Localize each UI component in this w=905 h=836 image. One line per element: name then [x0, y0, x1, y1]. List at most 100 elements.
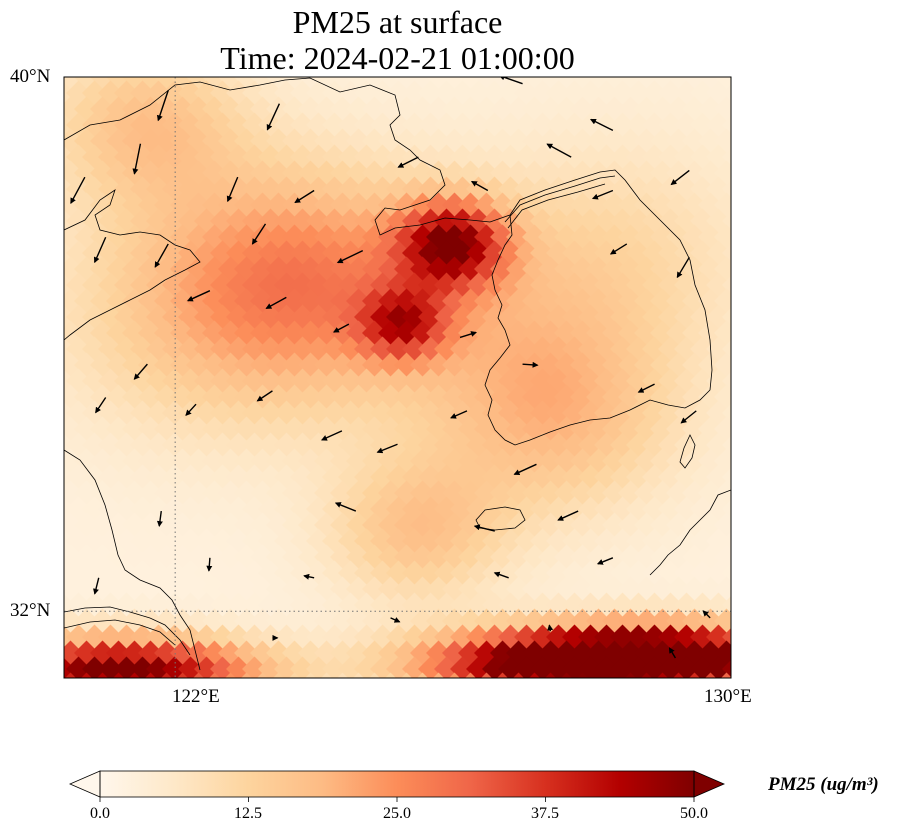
pm25-cell [714, 384, 731, 410]
pm25-cell [482, 49, 507, 74]
map-subtitle: Time: 2024-02-21 01:00:00 [220, 40, 575, 76]
pm25-cell [698, 77, 723, 90]
pm25-cell [706, 49, 731, 74]
pm25-cell [449, 672, 460, 678]
pm25-cell [82, 624, 107, 650]
pm25-cell [730, 556, 731, 558]
pm25-cell [354, 656, 379, 678]
pm25-cell [682, 96, 707, 122]
pm25-cell [642, 656, 667, 678]
tsushima-island [679, 434, 696, 469]
pm25-cell [98, 528, 123, 554]
pm25-cell [610, 240, 635, 266]
pm25-cell [714, 256, 731, 282]
pm25-cell [386, 49, 411, 74]
wind-arrow [376, 443, 398, 454]
pm25-cell [738, 273, 763, 298]
pm25-cell [610, 656, 635, 678]
pm25-cell [738, 337, 763, 362]
pm25-cell [250, 77, 275, 90]
pm25-cell [650, 77, 675, 90]
pm25-cell [210, 240, 235, 266]
map-title: PM25 at surface [292, 4, 503, 40]
pm25-cell [242, 240, 267, 266]
pm25-cell [714, 448, 731, 474]
pm25-cell [577, 672, 588, 678]
pm25-cell [546, 49, 571, 74]
pm25-cell [98, 560, 123, 586]
pm25-cell [722, 564, 731, 582]
colorbar-ticks [99, 797, 695, 802]
pm25-cell [498, 80, 523, 106]
pm25-cell [714, 320, 731, 346]
pm25-cell [546, 80, 571, 106]
pm25-cell [714, 608, 731, 634]
pm25-cell [64, 298, 67, 304]
wind-arrow [557, 510, 579, 521]
pm25-cell [738, 561, 763, 586]
pm25-cell [66, 656, 91, 678]
pm25-cell [538, 77, 563, 90]
pm25-cell [594, 656, 619, 678]
pm25-cell [530, 656, 555, 678]
pm25-cell [90, 96, 115, 122]
pm25-cell [578, 80, 603, 106]
pm25-cell [730, 172, 731, 174]
pm25-cell [650, 96, 675, 122]
pm25-cell [554, 96, 579, 122]
pm25-cell [64, 426, 67, 432]
pm25-cell [570, 96, 595, 122]
pm25-cell [226, 240, 251, 266]
pm25-cell [64, 96, 83, 122]
pm25-cell [194, 240, 219, 266]
pm25-cell [74, 96, 99, 122]
wind-arrow [470, 180, 489, 192]
pm25-cell [625, 672, 636, 678]
pm25-cell [186, 77, 211, 90]
pm25-cell [66, 592, 91, 618]
pm25-cell [722, 244, 731, 262]
pm25-cell [706, 240, 731, 266]
pm25-cell [690, 240, 715, 266]
wind-arrow [680, 410, 697, 424]
pm25-cell [64, 138, 67, 144]
pm25-cell [442, 77, 467, 90]
pm25-cell [514, 656, 539, 678]
pm25-cell [498, 49, 523, 74]
wind-arrow [294, 189, 315, 204]
wind-arrow [546, 143, 572, 158]
pm25-cell [722, 436, 731, 454]
pm25-cell [289, 672, 300, 678]
colorbar-tick-label: 37.5 [531, 805, 559, 822]
pm25-cell [674, 656, 699, 678]
wind-arrow [589, 118, 614, 132]
pm25-cell [714, 288, 731, 314]
pm25-cell [730, 620, 731, 622]
pm25-cell [586, 96, 611, 122]
pm25-cell [98, 80, 123, 106]
pm25-cell [578, 49, 603, 74]
pm25-cell [730, 652, 731, 654]
pm25-cell [306, 49, 331, 74]
pm25-cell [546, 656, 571, 678]
pm25-cell [562, 240, 587, 266]
pm25-cell [90, 544, 115, 570]
pm25-cell [64, 458, 67, 464]
pm25-cell [209, 672, 220, 678]
pm25-cell [66, 80, 91, 106]
pm25-cell [714, 128, 731, 154]
pm25-cell [657, 672, 668, 678]
pm25-cell [434, 49, 459, 74]
pm25-cell [194, 656, 219, 678]
pm25-cell [122, 77, 147, 90]
pm25-cell [370, 656, 395, 678]
pm25-cell [434, 656, 459, 678]
pm25-cell [602, 96, 627, 122]
wind-arrow [156, 510, 163, 528]
pm25-cell [545, 672, 556, 678]
pm25-cell [594, 49, 619, 74]
pm25-cell [593, 672, 604, 678]
pm25-cell [64, 544, 83, 570]
pm25-cell [178, 656, 203, 678]
pm25-cell [385, 672, 396, 678]
